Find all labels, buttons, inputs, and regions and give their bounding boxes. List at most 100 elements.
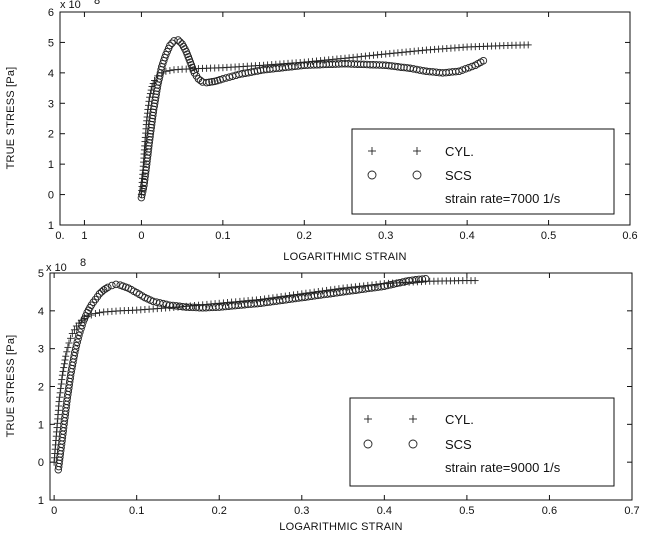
cyl-point xyxy=(59,367,67,375)
legend-box xyxy=(349,397,615,487)
cyl-point xyxy=(60,364,68,372)
legend-marker-cyl xyxy=(364,415,417,423)
cyl-point xyxy=(63,348,71,356)
scs-point xyxy=(148,117,156,126)
x-tick-label: 0.5 xyxy=(459,505,474,517)
x-tick-label: 0.2 xyxy=(212,505,227,517)
x-tick-label: 0.1 xyxy=(215,230,230,242)
marks-group xyxy=(137,36,532,202)
scs-point xyxy=(479,56,488,65)
x-tick-label: 1 xyxy=(81,230,87,242)
cyl-point xyxy=(57,384,65,392)
y-tick-label: 5 xyxy=(38,268,44,280)
scs-point xyxy=(77,325,85,333)
x-axis-label: LOGARITHMIC STRAIN xyxy=(279,521,402,533)
cyl-point xyxy=(524,41,532,49)
legend-label-scs: SCS xyxy=(445,168,472,183)
scs-point xyxy=(71,348,79,357)
scs-point xyxy=(104,283,112,292)
y-tick-label: 2 xyxy=(38,382,44,394)
scs-point xyxy=(394,63,402,71)
scs-point xyxy=(144,148,152,156)
scs-point xyxy=(461,65,470,73)
legend-box xyxy=(351,128,615,215)
legend-marker-cyl xyxy=(368,147,421,155)
x-tick-label: 0.2 xyxy=(297,230,312,242)
cyl-point xyxy=(60,360,68,368)
cyl-point xyxy=(91,310,99,317)
cyl-point xyxy=(166,67,174,75)
scs-point xyxy=(397,63,405,71)
x-tick-label: 0. xyxy=(55,230,64,242)
cyl-point xyxy=(146,93,154,101)
x-tick-label: 0.7 xyxy=(624,505,639,517)
cyl-point xyxy=(57,380,65,388)
y-tick-label: 6 xyxy=(48,7,54,19)
scs-point xyxy=(145,139,153,147)
cyl-point xyxy=(56,389,64,397)
cyl-point xyxy=(58,376,66,384)
y-tick-label: 4 xyxy=(48,68,54,80)
scs-point xyxy=(143,154,152,162)
scs-point xyxy=(142,160,151,168)
marks-group xyxy=(50,274,479,474)
y-tick-label: 3 xyxy=(48,98,54,110)
scs-point xyxy=(174,36,182,44)
x-tick-label: 0 xyxy=(138,230,144,242)
x-tick-label: 0.1 xyxy=(129,505,144,517)
x-tick-label: 0.6 xyxy=(542,505,557,517)
scs-point xyxy=(78,321,86,330)
cyl-point xyxy=(96,309,103,317)
scs-point xyxy=(166,41,174,50)
y-multiplier-exponent: 8 xyxy=(94,0,100,7)
scs-point xyxy=(205,78,214,86)
plot-frame xyxy=(59,11,631,226)
scs-point xyxy=(168,39,176,47)
cyl-point xyxy=(370,51,377,59)
scs-point xyxy=(455,67,463,76)
scs-point xyxy=(202,78,211,87)
scs-point xyxy=(95,290,104,298)
scs-point xyxy=(72,341,81,350)
cyl-point xyxy=(55,398,63,406)
legend-marker-scs xyxy=(367,170,422,180)
scs-point xyxy=(381,61,390,70)
scs-point xyxy=(142,163,151,171)
cyl-point xyxy=(65,339,73,347)
scs-point xyxy=(176,38,184,46)
y-multiplier: x 10 xyxy=(46,262,67,274)
legend: CYL. SCS strain rate=7000 1/s xyxy=(351,128,615,215)
scs-point xyxy=(421,274,430,283)
y-tick-label: 0 xyxy=(48,190,54,202)
legend-marker-scs xyxy=(363,439,418,449)
y-tick-label: 2 xyxy=(48,129,54,141)
scs-point xyxy=(196,76,205,85)
cyl-point xyxy=(68,330,76,337)
x-tick-label: 0.3 xyxy=(294,505,309,517)
x-axis-label: LOGARITHMIC STRAIN xyxy=(283,251,406,263)
legend-note: strain rate=9000 1/s xyxy=(445,460,561,475)
y-multiplier-exponent: 8 xyxy=(80,257,86,269)
legend-note: strain rate=7000 1/s xyxy=(445,191,561,206)
legend-label-cyl: CYL. xyxy=(445,412,474,427)
y-multiplier: x 10 xyxy=(60,0,81,11)
scs-point xyxy=(74,335,82,343)
cyl-point xyxy=(67,334,75,342)
scs-point xyxy=(208,78,216,86)
cyl-point xyxy=(265,294,273,302)
x-tick-label: 0.5 xyxy=(541,230,556,242)
scs-point xyxy=(75,331,83,340)
x-tick-label: 0.4 xyxy=(459,230,474,242)
scs-point xyxy=(112,280,120,289)
scs-point xyxy=(73,338,81,346)
y-tick-label: 3 xyxy=(38,344,44,356)
cyl-point xyxy=(471,277,479,285)
scs-point xyxy=(144,151,152,159)
scs-point xyxy=(418,275,427,283)
y-tick-label: 4 xyxy=(38,306,44,318)
